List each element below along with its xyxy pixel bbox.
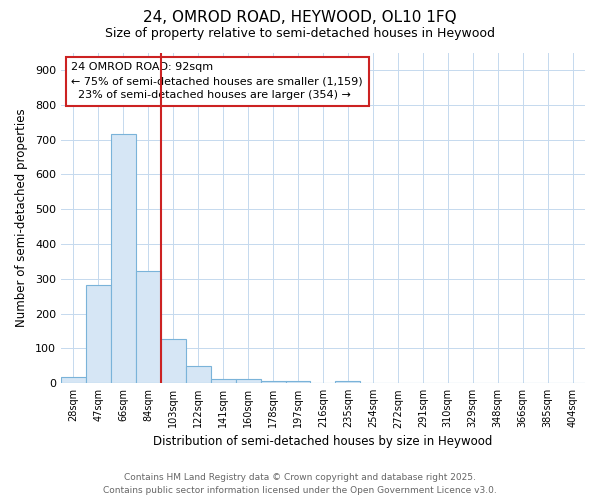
Bar	[86, 286, 111, 383]
Bar	[335, 381, 361, 383]
Text: 24 OMROD ROAD: 92sqm
← 75% of semi-detached houses are smaller (1,159)
  23% of : 24 OMROD ROAD: 92sqm ← 75% of semi-detac…	[71, 62, 363, 100]
Bar	[136, 272, 161, 383]
Bar	[161, 338, 186, 383]
Bar	[186, 366, 211, 383]
Bar	[111, 134, 136, 383]
Text: 24, OMROD ROAD, HEYWOOD, OL10 1FQ: 24, OMROD ROAD, HEYWOOD, OL10 1FQ	[143, 10, 457, 25]
Bar	[260, 382, 286, 383]
Bar	[236, 380, 260, 383]
X-axis label: Distribution of semi-detached houses by size in Heywood: Distribution of semi-detached houses by …	[153, 434, 493, 448]
Y-axis label: Number of semi-detached properties: Number of semi-detached properties	[15, 108, 28, 327]
Bar	[286, 382, 310, 383]
Text: Size of property relative to semi-detached houses in Heywood: Size of property relative to semi-detach…	[105, 28, 495, 40]
Text: Contains HM Land Registry data © Crown copyright and database right 2025.
Contai: Contains HM Land Registry data © Crown c…	[103, 473, 497, 495]
Bar	[211, 378, 236, 383]
Bar	[61, 377, 86, 383]
